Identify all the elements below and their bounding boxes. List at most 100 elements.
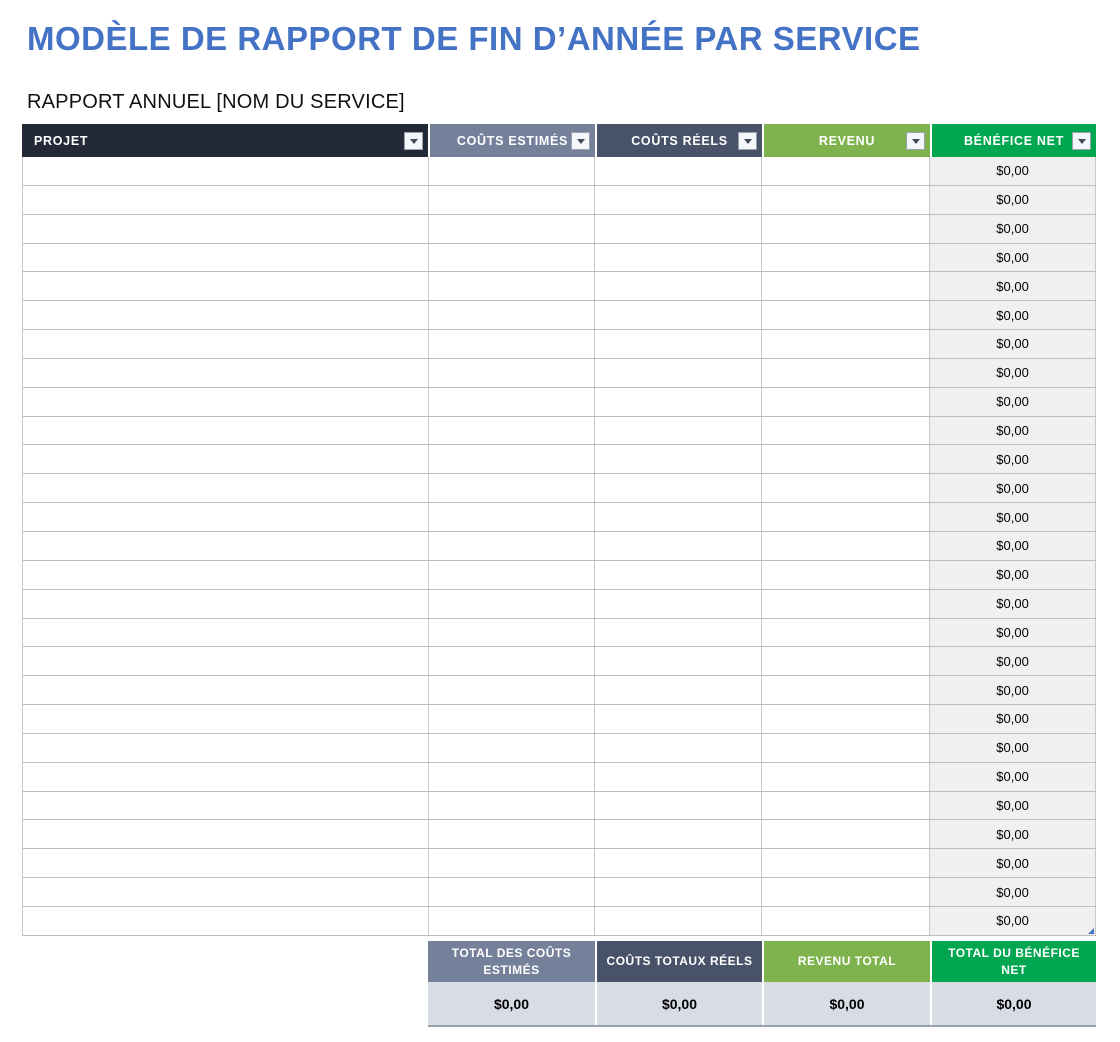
table-cell-couts_reels[interactable] (595, 358, 763, 387)
table-cell-benefice_net[interactable]: $0,00 (930, 647, 1096, 676)
table-cell-projet[interactable] (23, 647, 429, 676)
filter-dropdown-button[interactable] (571, 132, 590, 150)
table-cell-projet[interactable] (23, 676, 429, 705)
table-cell-couts_estimes[interactable] (428, 531, 596, 560)
table-cell-benefice_net[interactable]: $0,00 (930, 906, 1096, 935)
table-cell-benefice_net[interactable]: $0,00 (930, 531, 1096, 560)
table-cell-benefice_net[interactable]: $0,00 (930, 387, 1096, 416)
table-cell-projet[interactable] (23, 272, 429, 301)
table-cell-benefice_net[interactable]: $0,00 (930, 214, 1096, 243)
table-cell-projet[interactable] (23, 906, 429, 935)
table-cell-couts_estimes[interactable] (428, 618, 596, 647)
table-cell-couts_estimes[interactable] (428, 157, 596, 185)
table-cell-benefice_net[interactable]: $0,00 (930, 560, 1096, 589)
table-cell-projet[interactable] (23, 791, 429, 820)
table-cell-benefice_net[interactable]: $0,00 (930, 243, 1096, 272)
table-cell-couts_estimes[interactable] (428, 474, 596, 503)
table-cell-benefice_net[interactable]: $0,00 (930, 733, 1096, 762)
table-cell-revenu[interactable] (762, 474, 931, 503)
table-cell-projet[interactable] (23, 878, 429, 906)
table-cell-revenu[interactable] (762, 185, 931, 214)
table-cell-projet[interactable] (23, 185, 429, 214)
table-cell-couts_reels[interactable] (595, 531, 763, 560)
table-cell-couts_reels[interactable] (595, 503, 763, 531)
table-resize-handle[interactable] (1088, 927, 1094, 934)
filter-dropdown-button[interactable] (1072, 132, 1091, 150)
table-cell-couts_estimes[interactable] (428, 503, 596, 531)
table-cell-revenu[interactable] (762, 416, 931, 445)
filter-dropdown-button[interactable] (906, 132, 925, 150)
table-cell-revenu[interactable] (762, 733, 931, 762)
table-cell-benefice_net[interactable]: $0,00 (930, 820, 1096, 849)
table-cell-couts_estimes[interactable] (428, 647, 596, 676)
table-cell-revenu[interactable] (762, 849, 931, 878)
table-cell-projet[interactable] (23, 820, 429, 849)
table-cell-revenu[interactable] (762, 647, 931, 676)
table-cell-couts_reels[interactable] (595, 474, 763, 503)
table-cell-couts_reels[interactable] (595, 214, 763, 243)
table-cell-benefice_net[interactable]: $0,00 (930, 445, 1096, 474)
table-cell-revenu[interactable] (762, 560, 931, 589)
table-cell-couts_estimes[interactable] (428, 849, 596, 878)
table-cell-revenu[interactable] (762, 618, 931, 647)
table-cell-couts_reels[interactable] (595, 387, 763, 416)
table-cell-couts_reels[interactable] (595, 791, 763, 820)
table-cell-projet[interactable] (23, 618, 429, 647)
table-cell-revenu[interactable] (762, 589, 931, 618)
table-cell-benefice_net[interactable]: $0,00 (930, 762, 1096, 791)
table-cell-couts_reels[interactable] (595, 445, 763, 474)
table-cell-couts_estimes[interactable] (428, 445, 596, 474)
table-cell-projet[interactable] (23, 387, 429, 416)
table-cell-couts_reels[interactable] (595, 589, 763, 618)
table-cell-couts_estimes[interactable] (428, 705, 596, 733)
table-cell-projet[interactable] (23, 705, 429, 733)
table-cell-benefice_net[interactable]: $0,00 (930, 157, 1096, 185)
table-cell-couts_estimes[interactable] (428, 762, 596, 791)
table-cell-couts_estimes[interactable] (428, 272, 596, 301)
table-cell-couts_reels[interactable] (595, 676, 763, 705)
table-cell-couts_estimes[interactable] (428, 387, 596, 416)
table-cell-projet[interactable] (23, 560, 429, 589)
table-cell-couts_estimes[interactable] (428, 878, 596, 906)
table-cell-couts_reels[interactable] (595, 185, 763, 214)
table-cell-projet[interactable] (23, 445, 429, 474)
table-cell-couts_reels[interactable] (595, 705, 763, 733)
table-cell-revenu[interactable] (762, 906, 931, 935)
table-cell-benefice_net[interactable]: $0,00 (930, 849, 1096, 878)
table-cell-projet[interactable] (23, 301, 429, 330)
table-cell-projet[interactable] (23, 157, 429, 185)
table-cell-revenu[interactable] (762, 358, 931, 387)
table-cell-benefice_net[interactable]: $0,00 (930, 416, 1096, 445)
table-cell-couts_reels[interactable] (595, 560, 763, 589)
table-cell-benefice_net[interactable]: $0,00 (930, 791, 1096, 820)
table-cell-benefice_net[interactable]: $0,00 (930, 676, 1096, 705)
table-cell-couts_estimes[interactable] (428, 676, 596, 705)
table-cell-revenu[interactable] (762, 676, 931, 705)
table-cell-couts_estimes[interactable] (428, 560, 596, 589)
table-cell-projet[interactable] (23, 733, 429, 762)
filter-dropdown-button[interactable] (738, 132, 757, 150)
table-cell-benefice_net[interactable]: $0,00 (930, 705, 1096, 733)
table-cell-projet[interactable] (23, 474, 429, 503)
table-cell-benefice_net[interactable]: $0,00 (930, 618, 1096, 647)
table-cell-couts_reels[interactable] (595, 330, 763, 358)
table-cell-projet[interactable] (23, 214, 429, 243)
table-cell-revenu[interactable] (762, 330, 931, 358)
table-cell-projet[interactable] (23, 589, 429, 618)
table-cell-revenu[interactable] (762, 791, 931, 820)
table-cell-couts_estimes[interactable] (428, 733, 596, 762)
table-cell-benefice_net[interactable]: $0,00 (930, 272, 1096, 301)
table-cell-benefice_net[interactable]: $0,00 (930, 185, 1096, 214)
table-cell-couts_reels[interactable] (595, 272, 763, 301)
table-cell-revenu[interactable] (762, 243, 931, 272)
table-cell-benefice_net[interactable]: $0,00 (930, 358, 1096, 387)
table-cell-benefice_net[interactable]: $0,00 (930, 589, 1096, 618)
table-cell-couts_reels[interactable] (595, 906, 763, 935)
table-cell-revenu[interactable] (762, 531, 931, 560)
table-cell-revenu[interactable] (762, 705, 931, 733)
table-cell-projet[interactable] (23, 358, 429, 387)
table-cell-projet[interactable] (23, 531, 429, 560)
table-cell-revenu[interactable] (762, 272, 931, 301)
table-cell-projet[interactable] (23, 849, 429, 878)
table-cell-couts_estimes[interactable] (428, 185, 596, 214)
